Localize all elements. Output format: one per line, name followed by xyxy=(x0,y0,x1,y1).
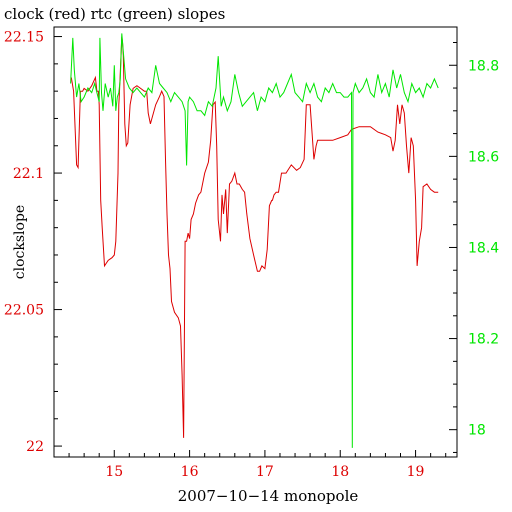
chart-title: clock (red) rtc (green) slopes xyxy=(4,5,225,23)
x-axis-label: 2007−10−14 monopole xyxy=(178,487,359,505)
y-left-tick-label: 22.15 xyxy=(4,30,44,46)
y-right-tick-label: 18.8 xyxy=(468,58,499,74)
axis-tick-labels: 15 16 17 18 19 22 22.05 22.1 22.15 18 18.2 18.4 18.6… xyxy=(4,30,499,480)
x-tick-label: 19 xyxy=(407,464,425,480)
x-tick-label: 15 xyxy=(105,464,123,480)
series-layer xyxy=(70,33,439,448)
axis-ticks xyxy=(53,36,457,457)
y-left-tick-label: 22 xyxy=(26,439,44,455)
y-right-tick-label: 18.4 xyxy=(468,240,499,256)
plot-frame xyxy=(53,26,458,458)
y-left-tick-label: 22.1 xyxy=(13,166,44,182)
y-axis-label: clockslope xyxy=(12,205,28,279)
x-tick-label: 18 xyxy=(331,464,349,480)
y-left-tick-label: 22.05 xyxy=(4,303,44,319)
y-right-tick-label: 18.2 xyxy=(468,332,499,348)
x-tick-label: 17 xyxy=(256,464,274,480)
series-rtc-line xyxy=(70,33,439,448)
y-right-tick-label: 18 xyxy=(468,423,486,439)
x-tick-label: 16 xyxy=(181,464,199,480)
y-right-tick-label: 18.6 xyxy=(468,149,499,165)
